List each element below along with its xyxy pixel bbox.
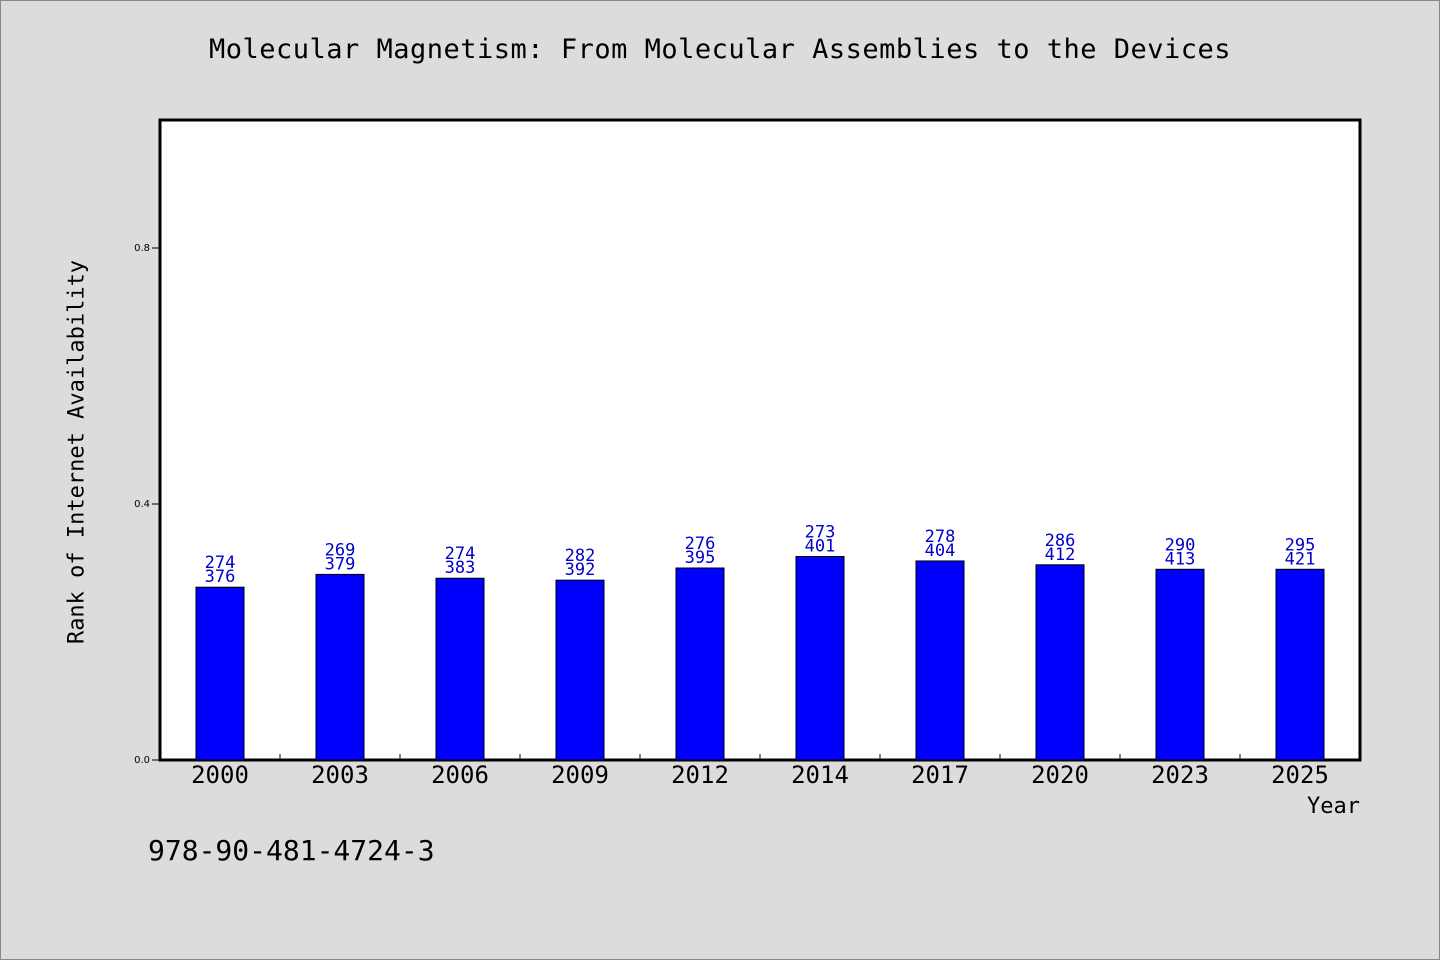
bar-label-top: 282: [565, 546, 596, 566]
bar-label-bottom: 379: [325, 554, 356, 574]
bar-label-top: 276: [685, 534, 716, 554]
bar-label-bottom: 404: [925, 541, 956, 561]
bar-series: [195, 555, 1325, 761]
bar-label-bottom: 395: [685, 548, 716, 568]
y-axis-ticks: 0.0 0.4 0.8: [134, 243, 160, 766]
bar-label-top: 295: [1285, 535, 1316, 555]
bar-label-bottom: 392: [565, 560, 596, 580]
bar-label-bottom: 421: [1285, 549, 1316, 569]
y-tick-label: 0.8: [134, 243, 150, 254]
bar-label-bottom: 412: [1045, 545, 1076, 565]
bar: [1035, 564, 1085, 761]
x-tick-label: 2017: [911, 761, 969, 789]
bar-label-bottom: 401: [805, 536, 836, 556]
x-tick-label: 2020: [1031, 761, 1089, 789]
bar-label-top: 273: [805, 522, 836, 542]
x-tick-label: 2014: [791, 761, 849, 789]
x-tick-label: 2012: [671, 761, 729, 789]
bar: [1275, 568, 1325, 761]
bar: [555, 579, 605, 761]
chart-title: Molecular Magnetism: From Molecular Asse…: [208, 34, 1232, 65]
x-axis-label: Year: [1307, 794, 1360, 819]
bar-label-top: 290: [1165, 535, 1196, 555]
bar-label-top: 274: [205, 553, 236, 573]
bar-label-top: 269: [325, 540, 356, 560]
x-axis-ticks: 2000 2003 2006 2009 2012 2014 2017 2020 2023 2025: [191, 754, 1329, 789]
x-tick-label: 2025: [1271, 761, 1329, 789]
bar-label-bottom: 376: [205, 567, 236, 587]
bar: [915, 560, 965, 761]
isbn-text: 978-90-481-4724-3: [148, 834, 435, 867]
bar: [315, 573, 365, 761]
bar-label-bottom: 383: [445, 558, 476, 578]
bar-label-top: 278: [925, 527, 956, 547]
bar: [1155, 568, 1205, 761]
bar: [675, 567, 725, 761]
y-tick-label: 0.0: [134, 755, 150, 766]
bar-label-top: 286: [1045, 531, 1076, 551]
bar: [195, 586, 245, 761]
x-tick-label: 2009: [551, 761, 609, 789]
x-tick-label: 2006: [431, 761, 489, 789]
x-tick-label: 2023: [1151, 761, 1209, 789]
y-tick-label: 0.4: [134, 499, 150, 510]
y-axis-label: Rank of Internet Availability: [64, 259, 90, 645]
x-tick-label: 2003: [311, 761, 369, 789]
x-tick-label: 2000: [191, 761, 249, 789]
bar: [795, 555, 845, 761]
bar-label-bottom: 413: [1165, 549, 1196, 569]
bar: [435, 577, 485, 761]
bar-label-top: 274: [445, 544, 476, 564]
